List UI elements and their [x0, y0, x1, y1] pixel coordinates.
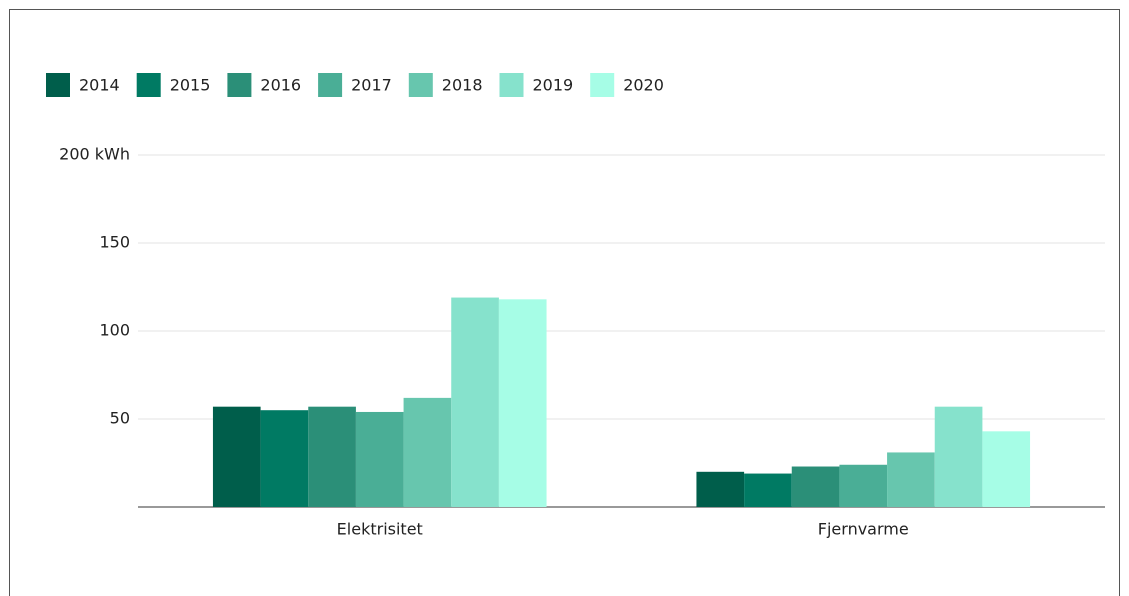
legend-swatch [590, 73, 615, 97]
legend-label: 2015 [170, 76, 211, 95]
bar [403, 397, 452, 507]
legend-swatch [318, 73, 343, 97]
bar [887, 452, 935, 507]
bar [451, 297, 499, 507]
bar [498, 299, 547, 507]
legend-swatch [46, 73, 70, 97]
bar [308, 406, 356, 507]
bar [744, 473, 792, 507]
legend-label: 2014 [79, 76, 120, 95]
bar [791, 466, 840, 507]
legend-label: 2018 [442, 76, 483, 95]
frame [9, 9, 1120, 596]
y-tick-label: 150 [99, 233, 130, 252]
y-tick-label: 100 [99, 321, 130, 340]
legend-swatch [136, 73, 161, 97]
bar [839, 464, 888, 507]
legend-label: 2019 [533, 76, 574, 95]
bar [355, 411, 404, 507]
legend-label: 2017 [351, 76, 392, 95]
legend-swatch [227, 73, 252, 97]
bar [212, 406, 261, 507]
x-tick-label: Fjernvarme [818, 520, 909, 539]
legend-label: 2016 [260, 76, 301, 95]
legend-swatch [499, 73, 524, 97]
bar [260, 410, 309, 507]
x-tick-label: Elektrisitet [337, 520, 423, 539]
bar [696, 471, 745, 507]
legend-swatch [408, 73, 433, 97]
bar [982, 431, 1031, 507]
y-tick-label: 200 kWh [59, 145, 130, 164]
bar [934, 406, 983, 507]
legend-label: 2020 [623, 76, 664, 95]
y-tick-label: 50 [110, 409, 130, 428]
